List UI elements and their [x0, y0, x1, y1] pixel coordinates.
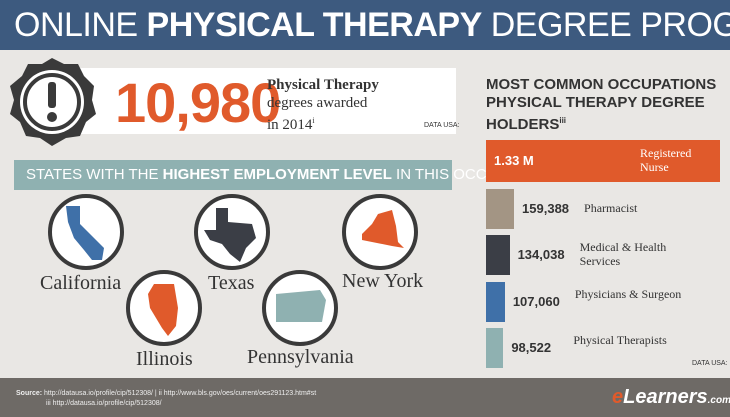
title-part: ONLINE — [14, 6, 147, 44]
bar — [486, 189, 515, 229]
footer-sources: Source: http://datausa.io/profile/cip/51… — [16, 389, 316, 409]
state-name: Illinois — [136, 348, 193, 370]
category-label: Pharmacist — [584, 201, 638, 215]
stat-box — [70, 68, 456, 134]
header-band — [0, 0, 730, 50]
alert-badge — [10, 58, 96, 146]
logo-part: Learners — [623, 386, 708, 408]
states-banner — [14, 160, 452, 190]
state-name: California — [40, 272, 122, 294]
illinois-icon — [126, 270, 202, 346]
state-name: Texas — [208, 272, 255, 294]
stat-text: Physical Therapy degrees awarded in 2014… — [267, 76, 379, 134]
data-source: DATA USA: — [424, 122, 460, 129]
data-source: DATA USA: — [692, 360, 728, 367]
value-label: 107,060 — [512, 294, 560, 309]
stat-number: 10,980 — [115, 71, 281, 134]
title-part: STATES WITH THE — [26, 166, 163, 183]
footer-band — [0, 378, 730, 417]
category-label: Physical Therapists — [573, 333, 667, 347]
source-label: Source: — [16, 390, 43, 397]
value-label: 134,038 — [517, 247, 565, 262]
category-label: Registered Nurse — [640, 146, 692, 174]
chart-title: MOST COMMON OCCUPATIONS PHYSICAL THERAPY… — [486, 76, 716, 134]
category-label: Medical & Health Services — [579, 240, 667, 268]
page-title: ONLINE PHYSICAL THERAPY DEGREE PROGRAMS — [14, 6, 730, 45]
value-label: 98,522 — [511, 340, 552, 355]
bar — [486, 282, 505, 322]
stat-line: degrees awarded — [267, 95, 368, 111]
state-name: Pennsylvania — [247, 346, 354, 368]
source-line: iii http://datausa.io/profile/cip/512308… — [46, 400, 162, 407]
category-label: Physicians & Surgeon — [574, 287, 682, 301]
value-label: 1.33 M — [494, 153, 534, 168]
state-icons — [48, 194, 418, 346]
stat-line: Physical Therapy — [267, 77, 379, 93]
stat-line: in 2014 — [267, 117, 313, 133]
footnote-mark: iii — [559, 116, 567, 125]
title-line: MOST COMMON OCCUPATIONS — [486, 76, 717, 93]
title-line: PHYSICAL THERAPY DEGREE — [486, 94, 705, 111]
california-icon — [48, 194, 124, 270]
logo-part: e — [612, 386, 624, 408]
title-line: HOLDERS — [486, 116, 560, 133]
title-part: PHYSICAL THERAPY — [146, 6, 483, 44]
value-label: 159,388 — [522, 201, 570, 216]
texas-icon — [194, 194, 270, 270]
bar — [486, 328, 504, 368]
title-part: HIGHEST EMPLOYMENT LEVEL — [162, 166, 392, 183]
logo: eLearners.com — [612, 386, 730, 409]
source-line: http://datausa.io/profile/cip/512308/ | … — [44, 390, 317, 397]
pennsylvania-icon — [262, 270, 338, 346]
footnote-mark: i — [312, 116, 315, 125]
bar — [486, 235, 510, 275]
state-name: New York — [342, 270, 424, 292]
logo-part: .com — [707, 395, 730, 406]
bar — [486, 140, 720, 182]
title-part: DEGREE PROGRAMS — [490, 6, 730, 44]
newyork-icon — [342, 194, 418, 270]
